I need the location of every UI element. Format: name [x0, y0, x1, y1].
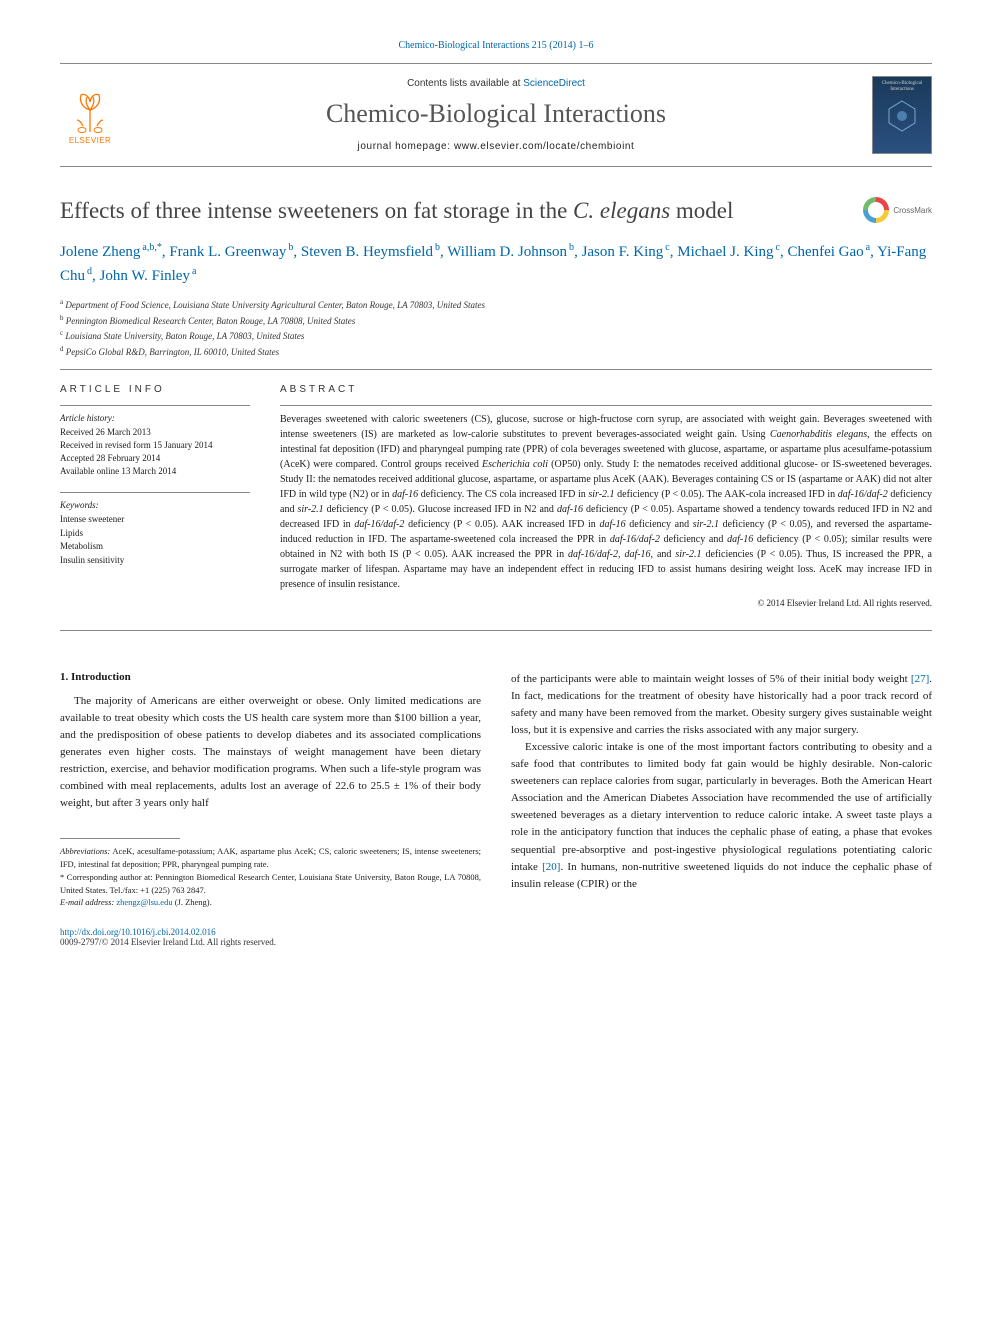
history-line: Accepted 28 February 2014 — [60, 452, 250, 465]
keyword: Insulin sensitivity — [60, 554, 250, 568]
keyword: Lipids — [60, 527, 250, 541]
cover-title-2: Interactions — [890, 87, 914, 93]
abstract-text: Beverages sweetened with caloric sweeten… — [280, 405, 932, 592]
keyword: Intense sweetener — [60, 513, 250, 527]
abbrev-label: Abbreviations: — [60, 846, 110, 856]
email-suffix: (J. Zheng). — [173, 897, 212, 907]
history-line: Received 26 March 2013 — [60, 426, 250, 439]
article-info-block: ARTICLE INFO Article history: Received 2… — [60, 384, 250, 608]
history-line: Available online 13 March 2014 — [60, 465, 250, 478]
journal-homepage: journal homepage: www.elsevier.com/locat… — [138, 141, 854, 152]
intro-para-1: The majority of Americans are either ove… — [60, 693, 481, 812]
top-citation: Chemico-Biological Interactions 215 (201… — [60, 40, 932, 51]
abstract-copyright: © 2014 Elsevier Ireland Ltd. All rights … — [280, 598, 932, 608]
p2-text-a: Excessive caloric intake is one of the m… — [511, 741, 932, 872]
abstract-block: ABSTRACT Beverages sweetened with calori… — [280, 384, 932, 608]
email-label: E-mail address: — [60, 897, 114, 907]
author: Michael J. King c — [677, 244, 780, 260]
author-list: Jolene Zheng a,b,*, Frank L. Greenway b,… — [60, 240, 932, 287]
journal-cover-thumb[interactable]: Chemico-Biological Interactions — [872, 76, 932, 154]
author: Frank L. Greenway b — [169, 244, 293, 260]
divider — [60, 630, 932, 631]
corresponding-footnote: * Corresponding author at: Pennington Bi… — [60, 871, 481, 897]
cover-art-icon — [885, 99, 919, 133]
author: Steven B. Heymsfield b — [301, 244, 440, 260]
keyword: Metabolism — [60, 540, 250, 554]
crossmark-icon — [863, 197, 889, 223]
sciencedirect-link[interactable]: ScienceDirect — [523, 78, 585, 89]
article-title: Effects of three intense sweeteners on f… — [60, 195, 851, 226]
history-label: Article history: — [60, 412, 250, 425]
author: William D. Johnson b — [447, 244, 574, 260]
doi-link[interactable]: http://dx.doi.org/10.1016/j.cbi.2014.02.… — [60, 927, 216, 937]
contents-available: Contents lists available at ScienceDirec… — [138, 78, 854, 89]
affiliation: d PepsiCo Global R&D, Barrington, IL 600… — [60, 344, 932, 360]
author: Chenfei Gao a — [787, 244, 870, 260]
intro-para-2: Excessive caloric intake is one of the m… — [511, 739, 932, 892]
ref-20[interactable]: [20] — [542, 861, 560, 873]
affiliation: a Department of Food Science, Louisiana … — [60, 297, 932, 313]
contents-prefix: Contents lists available at — [407, 78, 523, 89]
intro-para-1-cont: of the participants were able to maintai… — [511, 671, 932, 739]
article-info-head: ARTICLE INFO — [60, 384, 250, 395]
publisher-name: ELSEVIER — [69, 136, 111, 145]
footer-rights: 0009-2797/© 2014 Elsevier Ireland Ltd. A… — [60, 937, 932, 947]
corr-text: Corresponding author at: Pennington Biom… — [60, 872, 481, 895]
email-link[interactable]: zhengz@lsu.edu — [116, 897, 172, 907]
divider — [60, 369, 932, 370]
keywords-label: Keywords: — [60, 499, 250, 512]
title-suffix: model — [670, 198, 733, 223]
body-col-left: 1. Introduction The majority of American… — [60, 671, 481, 909]
title-species: C. elegans — [573, 198, 670, 223]
footnotes: Abbreviations: AceK, acesulfame-potassiu… — [60, 845, 481, 909]
page-footer: http://dx.doi.org/10.1016/j.cbi.2014.02.… — [60, 927, 932, 947]
title-prefix: Effects of three intense sweeteners on f… — [60, 198, 573, 223]
footnote-rule — [60, 838, 180, 839]
history-line: Received in revised form 15 January 2014 — [60, 439, 250, 452]
body-col-right: of the participants were able to maintai… — [511, 671, 932, 909]
elsevier-logo[interactable]: ELSEVIER — [60, 80, 120, 150]
masthead: ELSEVIER Contents lists available at Sci… — [60, 63, 932, 167]
journal-title: Chemico-Biological Interactions — [138, 99, 854, 129]
keywords-block: Keywords: Intense sweetenerLipidsMetabol… — [60, 492, 250, 567]
crossmark-badge[interactable]: CrossMark — [863, 197, 932, 223]
author: John W. Finley a — [100, 268, 197, 284]
ref-27[interactable]: [27] — [911, 673, 929, 685]
email-footnote: E-mail address: zhengz@lsu.edu (J. Zheng… — [60, 896, 481, 909]
section-1-head: 1. Introduction — [60, 671, 481, 683]
abstract-head: ABSTRACT — [280, 384, 932, 395]
article-history: Article history: Received 26 March 2013R… — [60, 405, 250, 478]
p2-text-b: . In humans, non-nutritive sweetened liq… — [511, 861, 932, 890]
author: Jason F. King c — [582, 244, 670, 260]
affiliation-list: a Department of Food Science, Louisiana … — [60, 297, 932, 359]
elsevier-tree-icon — [65, 86, 115, 134]
affiliation: b Pennington Biomedical Research Center,… — [60, 313, 932, 329]
affiliation: c Louisiana State University, Baton Roug… — [60, 328, 932, 344]
abbrev-text: AceK, acesulfame-potassium; AAK, asparta… — [60, 846, 481, 869]
author: Jolene Zheng a,b,* — [60, 244, 162, 260]
p1-text-a: of the participants were able to maintai… — [511, 673, 911, 685]
abbrev-footnote: Abbreviations: AceK, acesulfame-potassiu… — [60, 845, 481, 871]
crossmark-label: CrossMark — [893, 206, 932, 215]
